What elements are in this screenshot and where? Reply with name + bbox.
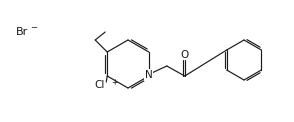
Text: Br: Br: [16, 27, 28, 37]
Text: N: N: [145, 70, 153, 80]
Text: O: O: [181, 50, 189, 60]
Text: −: −: [30, 24, 37, 32]
Text: +: +: [111, 78, 118, 87]
Text: Cl: Cl: [95, 80, 105, 90]
